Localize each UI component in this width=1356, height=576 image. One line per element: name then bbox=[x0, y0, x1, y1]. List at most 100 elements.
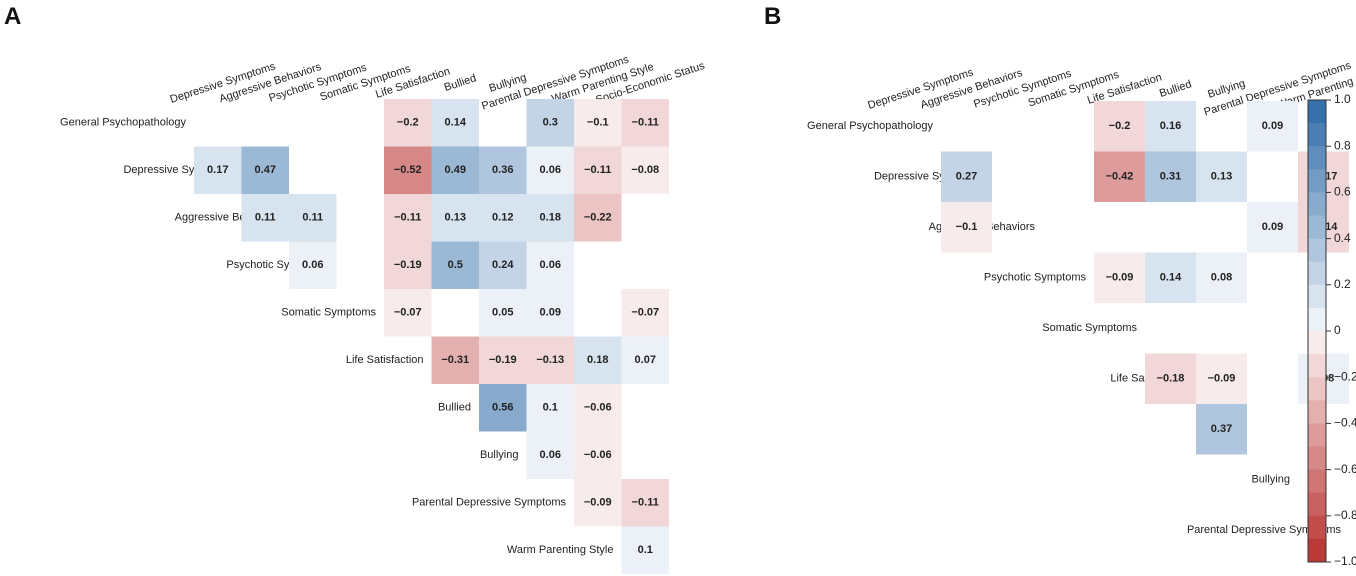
heatmap-cell bbox=[574, 479, 622, 527]
row-label: Parental Depressive Symptoms bbox=[1187, 524, 1342, 536]
row-label: Bullying bbox=[480, 449, 519, 461]
cell-value: −0.08 bbox=[631, 164, 659, 176]
heatmap-cell bbox=[526, 194, 574, 242]
cell-value: 0.13 bbox=[445, 212, 466, 224]
heatmap-cell bbox=[431, 146, 479, 194]
colorbar-segment bbox=[1308, 238, 1326, 263]
heatmap-cell bbox=[526, 146, 574, 194]
cell-value: 0.08 bbox=[1211, 272, 1232, 284]
heatmap-cell bbox=[431, 241, 479, 289]
cell-value: 0.11 bbox=[302, 212, 323, 224]
cell-value: −0.09 bbox=[1208, 373, 1236, 385]
cell-value: 0.24 bbox=[492, 259, 514, 271]
cell-value: 0.06 bbox=[540, 259, 561, 271]
colorbar-segment bbox=[1308, 215, 1326, 240]
heatmap-cell bbox=[1094, 151, 1145, 202]
colorbar: 1.0 0.8 0.6 0.4 0.2 0 −0.2 −0.4 −0.6 −0.8 −1.0 bbox=[1307, 92, 1356, 568]
cell-value: −0.11 bbox=[394, 212, 421, 224]
colorbar-segment bbox=[1308, 284, 1326, 309]
cell-value: 0.5 bbox=[448, 259, 463, 271]
cell-value: −0.19 bbox=[394, 259, 422, 271]
heatmap-cell bbox=[431, 336, 479, 384]
heatmap-cell bbox=[526, 241, 574, 289]
row-label: Bullying bbox=[1251, 474, 1290, 486]
cell-value: −0.2 bbox=[1109, 120, 1131, 132]
cell-value: 0.56 bbox=[492, 402, 513, 414]
cell-value: −0.07 bbox=[631, 307, 659, 319]
colorbar-segment bbox=[1308, 423, 1326, 447]
heatmap-cell bbox=[241, 194, 289, 242]
cell-value: 0.07 bbox=[635, 354, 656, 366]
cell-value: −0.52 bbox=[394, 164, 422, 176]
heatmap-cell bbox=[621, 289, 669, 337]
heatmap-cell bbox=[621, 479, 669, 527]
heatmap-cell bbox=[384, 146, 432, 194]
heatmap-cell bbox=[1145, 151, 1196, 202]
row-label: Parental Depressive Symptoms bbox=[412, 497, 567, 509]
heatmap-cell bbox=[241, 146, 289, 194]
cell-value: −0.07 bbox=[394, 307, 422, 319]
heatmap-cell bbox=[479, 194, 527, 242]
cell-value: −0.31 bbox=[441, 354, 469, 366]
cell-value: −0.11 bbox=[632, 497, 659, 509]
heatmap-cell bbox=[1094, 101, 1145, 152]
row-label: Somatic Symptoms bbox=[1042, 322, 1137, 334]
cell-value: 0.36 bbox=[492, 164, 513, 176]
cell-value: 0.31 bbox=[1160, 171, 1181, 183]
heatmap-cell bbox=[384, 241, 432, 289]
heatmap-cell bbox=[431, 99, 479, 147]
heatmap-cell bbox=[574, 99, 622, 147]
heatmap-cell bbox=[1145, 252, 1196, 303]
cell-value: −0.11 bbox=[632, 117, 659, 129]
colorbar-segment bbox=[1308, 123, 1326, 147]
colorbar-segment bbox=[1308, 538, 1326, 563]
heatmap-cell bbox=[1196, 252, 1247, 303]
heatmap-cell bbox=[621, 526, 669, 574]
heatmap-cell bbox=[574, 194, 622, 242]
colorbar-tick-label: 0.2 bbox=[1334, 277, 1351, 291]
cell-value: 0.11 bbox=[255, 212, 276, 224]
cell-value: −0.13 bbox=[536, 354, 564, 366]
colorbar-segment bbox=[1308, 400, 1326, 424]
heatmap-cell bbox=[941, 202, 992, 253]
row-label: Life Satisfaction bbox=[346, 354, 424, 366]
heatmap-cell bbox=[1145, 353, 1196, 404]
heatmap-cell bbox=[574, 146, 622, 194]
heatmap-cell bbox=[526, 431, 574, 479]
cell-value: 0.18 bbox=[540, 212, 561, 224]
colorbar-tick-label: 1.0 bbox=[1334, 92, 1351, 106]
colorbar-segment bbox=[1308, 331, 1326, 355]
heatmap-cell bbox=[289, 241, 337, 289]
row-label: Bullied bbox=[438, 402, 471, 414]
column-label: Bullied bbox=[1158, 78, 1193, 100]
cell-value: −0.09 bbox=[1106, 272, 1134, 284]
heatmap-cell bbox=[526, 336, 574, 384]
cell-value: 0.06 bbox=[302, 259, 323, 271]
cell-value: 0.12 bbox=[492, 212, 513, 224]
row-label: Psychotic Symptoms bbox=[984, 272, 1087, 284]
heatmap-cell bbox=[479, 146, 527, 194]
colorbar-tick-label: 0 bbox=[1334, 323, 1341, 337]
heatmap-cell bbox=[1196, 353, 1247, 404]
cell-value: −0.42 bbox=[1106, 171, 1134, 183]
cell-value: −0.22 bbox=[584, 212, 612, 224]
cell-value: 0.16 bbox=[1160, 120, 1181, 132]
heatmap-cell bbox=[526, 289, 574, 337]
colorbar-tick-label: 0.4 bbox=[1334, 231, 1351, 245]
cell-value: −0.19 bbox=[489, 354, 517, 366]
cell-value: 0.06 bbox=[540, 164, 561, 176]
colorbar-segment bbox=[1308, 515, 1326, 540]
heatmap-cell bbox=[431, 194, 479, 242]
cell-value: 0.14 bbox=[1160, 272, 1182, 284]
cell-value: 0.1 bbox=[543, 402, 558, 414]
cell-value: −0.18 bbox=[1157, 373, 1185, 385]
cell-value: 0.3 bbox=[543, 117, 558, 129]
cell-value: −0.09 bbox=[584, 497, 612, 509]
heatmap-cell bbox=[526, 384, 574, 432]
heatmap-cell bbox=[621, 146, 669, 194]
colorbar-tick-label: 0.6 bbox=[1334, 185, 1351, 199]
heatmap-cell bbox=[479, 384, 527, 432]
cell-value: 0.09 bbox=[540, 307, 561, 319]
